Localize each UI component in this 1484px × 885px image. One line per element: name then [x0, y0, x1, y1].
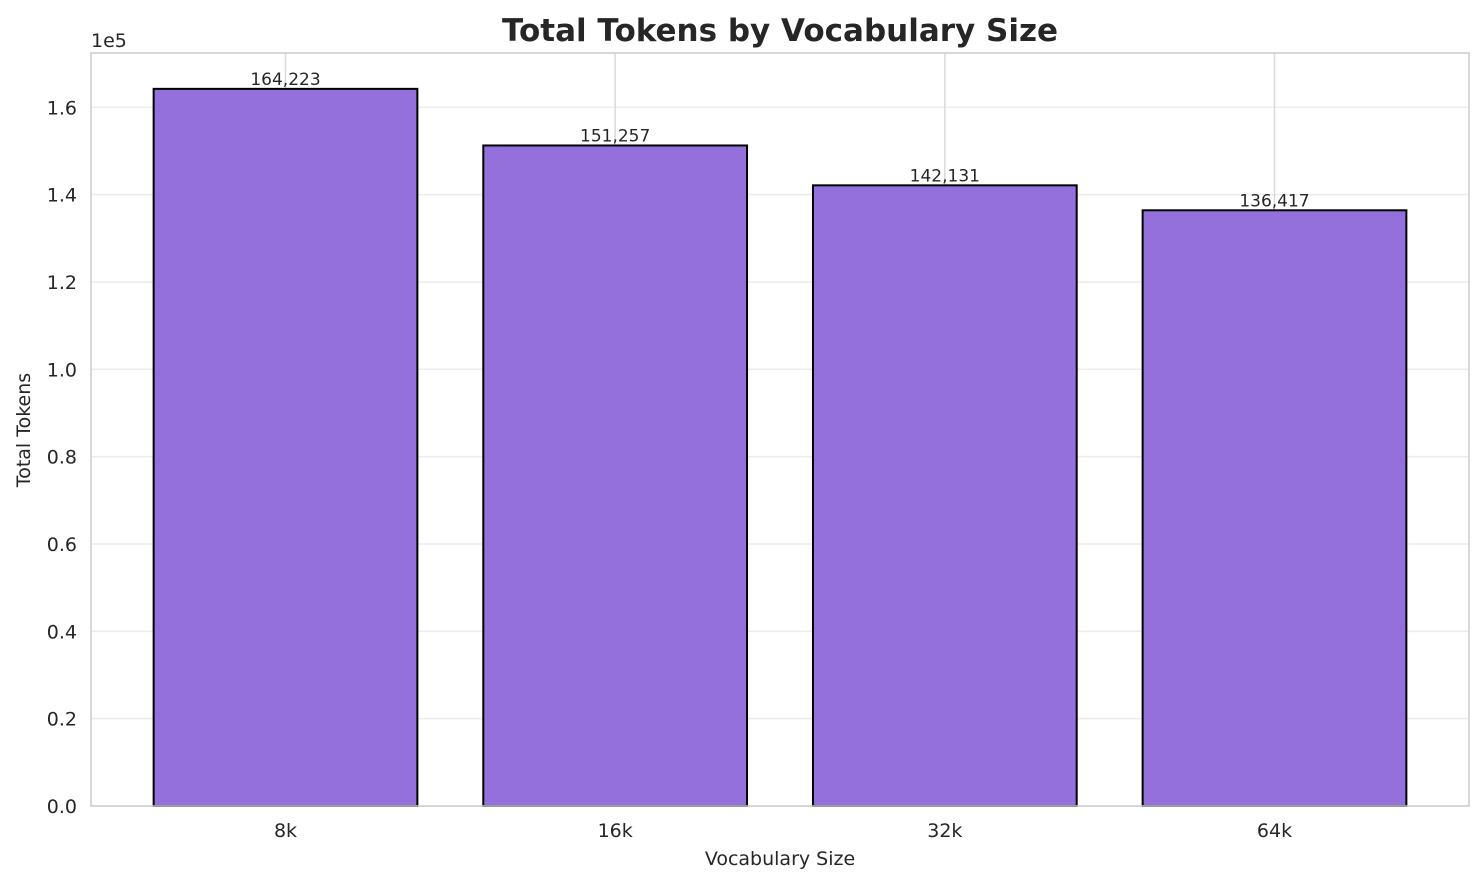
data-label: 142,131: [910, 166, 980, 186]
chart-title: Total Tokens by Vocabulary Size: [502, 13, 1058, 49]
y-tick-label: 0.0: [47, 796, 77, 818]
y-tick-label: 1.4: [47, 185, 77, 207]
data-label: 151,257: [580, 126, 650, 146]
bar-32k: [811, 184, 1078, 807]
x-axis-label: Vocabulary Size: [705, 848, 855, 870]
x-tick-label: 16k: [598, 820, 633, 842]
y-tick-label: 1.6: [47, 97, 77, 119]
y-tick-label: 0.4: [47, 621, 77, 643]
y-tick-label: 0.8: [47, 447, 77, 469]
y-tick-label: 0.6: [47, 534, 77, 556]
data-label: 164,223: [250, 70, 320, 90]
y-axis-label: Total Tokens: [13, 373, 35, 488]
y-offset-label: 1e5: [91, 30, 127, 52]
y-tick-label: 1.0: [47, 359, 77, 381]
y-tick-label: 0.2: [47, 709, 77, 731]
bar-8k: [152, 87, 419, 808]
y-tick-label: 1.2: [47, 272, 77, 294]
bar-16k: [482, 144, 749, 807]
x-tick-label: 8k: [274, 820, 297, 842]
data-label: 136,417: [1239, 191, 1309, 211]
x-tick-label: 64k: [1257, 820, 1292, 842]
plot-frame: [90, 52, 1470, 807]
x-tick-label: 32k: [927, 820, 962, 842]
bar-64k: [1141, 209, 1408, 807]
